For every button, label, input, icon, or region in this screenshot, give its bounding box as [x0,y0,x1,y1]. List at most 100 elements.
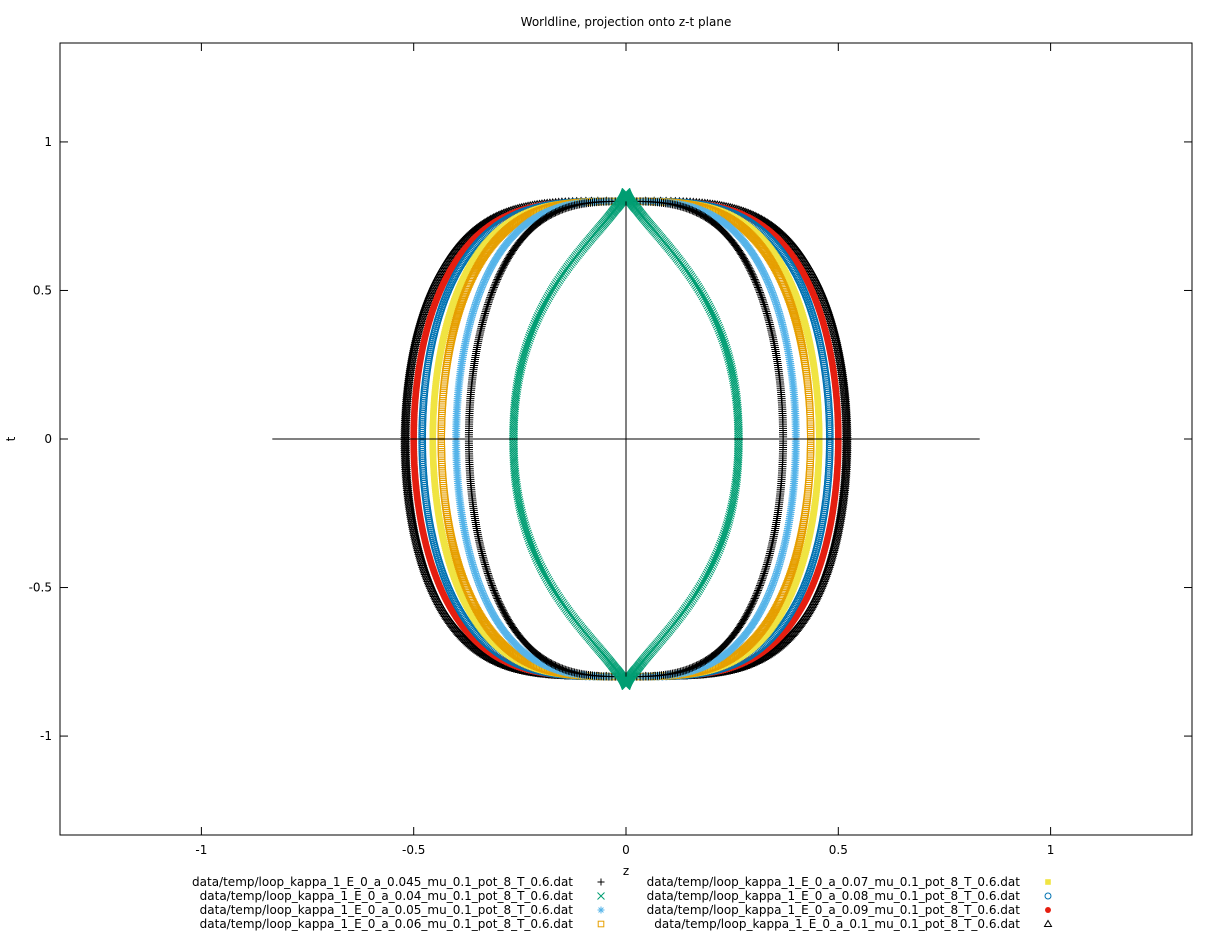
data-point [437,418,446,426]
data-point [805,473,813,481]
data-point [438,411,446,420]
data-point [400,412,411,421]
data-point [834,352,845,361]
data-point [404,370,415,380]
data-point [402,383,413,392]
data-point [400,431,411,441]
data-point [402,484,413,494]
data-point [439,477,447,486]
data-point [439,484,448,492]
data-point [482,564,491,573]
data-point [409,342,419,351]
data-point [400,455,411,464]
data-point [483,300,492,309]
data-point [758,572,767,581]
data-point [806,426,815,435]
data-point [437,428,446,437]
data-point [828,542,839,552]
data-point [758,574,767,583]
data-point [401,465,412,475]
data-point [804,488,812,496]
data-point [485,297,494,306]
data-point [409,340,420,349]
data-point [761,305,770,314]
data-point [440,382,448,390]
data-point [804,384,812,392]
data-point [438,405,446,413]
data-point [438,407,446,416]
data-point [805,479,813,488]
data-point [439,392,447,401]
data-point [401,472,412,481]
data-point [404,499,415,508]
data-point [400,410,411,419]
data-point [438,471,447,479]
data-point [405,501,415,510]
data-point [805,469,814,477]
data-point [406,358,417,367]
data-point [484,571,493,580]
data-point [805,475,813,484]
data-point [400,419,411,428]
data-point [480,558,489,567]
data-point [402,389,413,398]
data-point [805,401,814,409]
data-point [762,560,771,569]
data-point [828,323,839,332]
data-point [806,418,815,426]
data-point [400,457,411,466]
data-point [806,413,814,422]
data-point [400,436,411,445]
data-point [806,445,815,454]
data-point [482,565,491,574]
data-point [403,493,414,502]
data-point [806,448,815,456]
data-point [440,488,448,496]
data-point [804,484,813,492]
data-point [408,521,419,530]
data-point [762,309,771,318]
data-point [763,558,772,567]
data-point [806,407,814,416]
data-point [832,338,842,347]
data-point [402,387,413,396]
data-point [759,298,768,307]
data-point [403,379,414,388]
data-point [400,427,411,436]
data-point [407,352,418,361]
data-point [806,465,814,473]
data-point [485,572,494,581]
data-point [482,304,491,313]
data-point [831,533,842,542]
data-point [763,313,772,322]
data-point [481,562,490,571]
data-point [400,416,411,426]
data-point [403,374,414,384]
data-point [830,332,841,342]
data-point [758,295,767,304]
data-point [406,509,417,518]
data-point [763,311,772,320]
data-point [405,503,416,512]
data-point [401,395,412,405]
data-point [760,569,769,578]
data-point [401,463,411,473]
data-point [830,537,841,546]
data-point [405,364,416,373]
data-point [806,456,814,465]
data-point [407,515,418,524]
data-point [405,507,416,516]
data-point [400,451,411,460]
data-point [485,295,494,304]
data-point [761,565,770,574]
data-point [400,453,411,462]
data-point [437,454,446,462]
data-point [830,330,841,340]
data-point [439,479,447,488]
data-point [479,314,488,323]
data-point [400,438,411,447]
data-point [804,486,812,494]
data-point [806,420,815,428]
data-point [438,469,447,477]
